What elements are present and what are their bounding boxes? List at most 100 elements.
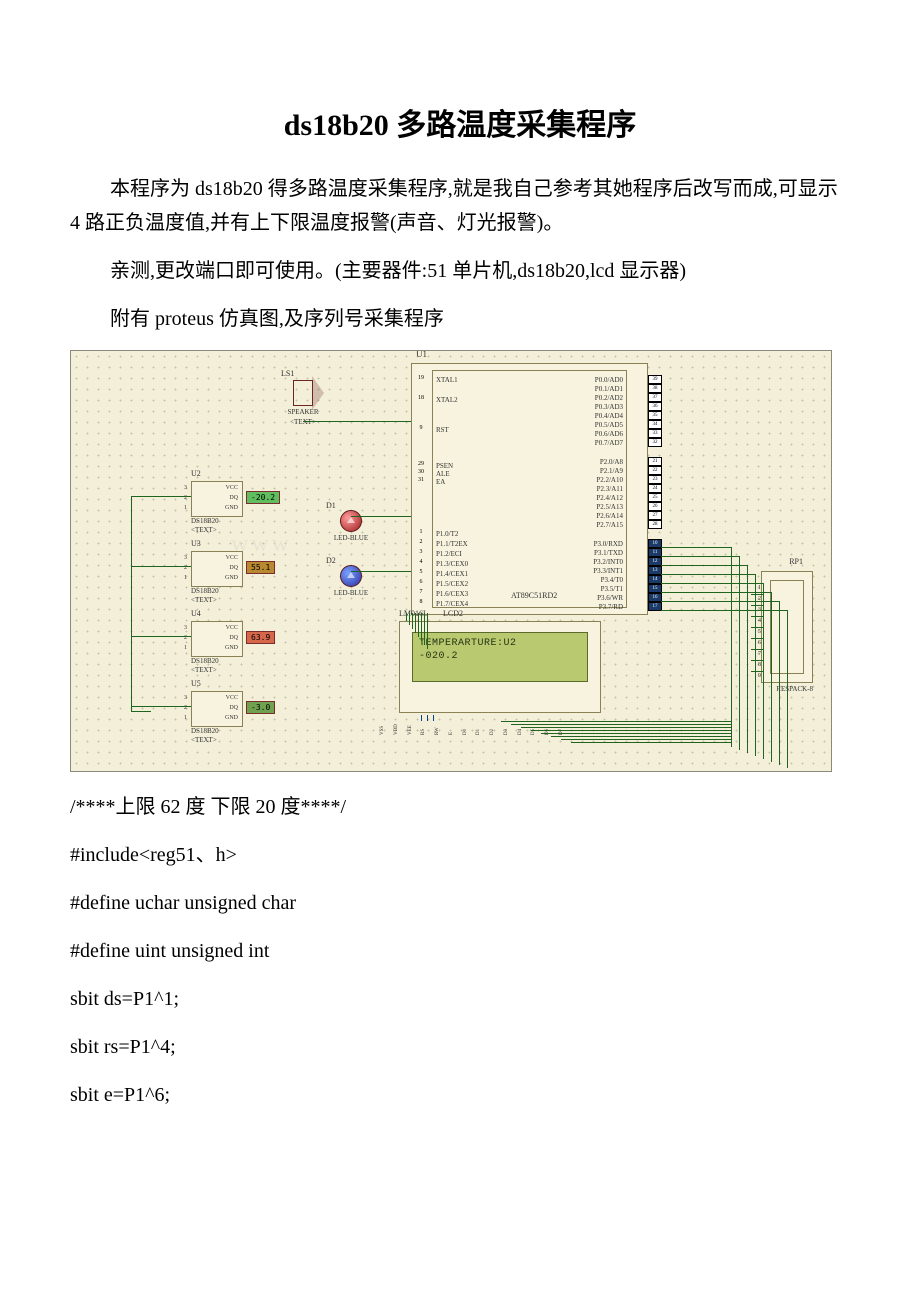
- mcu-pin-left: XTAL1: [436, 376, 458, 384]
- intro-para-3: 附有 proteus 仿真图,及序列号采集程序: [70, 302, 850, 336]
- wire: [351, 516, 411, 517]
- wire: [521, 727, 731, 728]
- mcu-pin-right: P0.4/AD4: [595, 412, 623, 420]
- wire: [427, 613, 428, 649]
- lcd-name: LCD2: [443, 609, 463, 618]
- wire: [131, 496, 132, 711]
- sensor-ref: U5: [191, 679, 201, 688]
- wire: [151, 566, 191, 567]
- wire: [571, 742, 731, 743]
- wire: [661, 583, 763, 584]
- wire: [661, 565, 747, 566]
- led-d2-ref: D2: [326, 556, 376, 565]
- rp-pins: 123456789: [758, 583, 761, 682]
- wire: [415, 613, 416, 633]
- wire: [151, 636, 191, 637]
- code-line: sbit ds=P1^1;: [70, 982, 850, 1016]
- lcd-component: TEMPERARTURE:U2 -020.2 VSSVDDVEERSRWED0D…: [399, 621, 601, 713]
- wire: [751, 583, 763, 584]
- wire: [779, 601, 780, 765]
- lcd-line2: -020.2: [419, 650, 581, 663]
- wire: [751, 627, 763, 628]
- mcu-pin-left: RST: [436, 426, 449, 434]
- wire: [151, 636, 152, 637]
- intro-para-1: 本程序为 ds18b20 得多路温度采集程序,就是我自己参考其她程序后改写而成,…: [70, 172, 850, 240]
- wire: [409, 613, 410, 625]
- rp-ref: RP1: [789, 557, 803, 566]
- sensor-value: -3.0: [246, 701, 275, 714]
- watermark: www: [231, 531, 292, 558]
- wire: [351, 571, 411, 572]
- code-line: #define uint unsigned int: [70, 934, 850, 968]
- wire: [751, 638, 763, 639]
- wire: [731, 547, 732, 747]
- wire: [427, 715, 428, 721]
- mcu-pin-left: PSEN: [436, 462, 453, 470]
- mcu-pin-right: P2.4/A12: [596, 494, 623, 502]
- wire: [501, 721, 731, 722]
- sensor-value: 63.9: [246, 631, 275, 644]
- wire: [747, 565, 748, 753]
- mcu-pin-right: P2.5/A13: [596, 503, 623, 511]
- sensor-name: DS18B20: [191, 587, 219, 595]
- wire: [739, 556, 740, 750]
- sensor-u2: U2 VCC DQ GND 3 2 1 -20.2 DS18B20 <TEXT>: [191, 481, 311, 521]
- sensor-value: 55.1: [246, 561, 275, 574]
- code-line: #include<reg51、h>: [70, 838, 850, 872]
- code-line: /****上限 62 度 下限 20 度****/: [70, 790, 850, 824]
- wire: [561, 739, 731, 740]
- wire: [412, 613, 413, 629]
- mcu-pin-right: P3.4/T0: [601, 576, 623, 584]
- mcu-pin-left: P1.3/CEX0: [436, 560, 468, 568]
- sensor-name: DS18B20: [191, 727, 219, 735]
- mcu-pin-left: P1.4/CEX1: [436, 570, 468, 578]
- sensor-ref: U4: [191, 609, 201, 618]
- wire: [511, 724, 731, 725]
- wire: [421, 613, 422, 641]
- mcu-pin-right: P2.3/A11: [597, 485, 623, 493]
- mcu-pin-right: P0.0/AD0: [595, 376, 623, 384]
- mcu-pin-left: XTAL2: [436, 396, 458, 404]
- mcu-pin-right: P3.5/T1: [601, 585, 623, 593]
- wire: [551, 736, 731, 737]
- intro-para-2: 亲测,更改端口即可使用。(主要器件:51 单片机,ds18b20,lcd 显示器…: [70, 254, 850, 288]
- led-d2: D2 LED-BLUE: [326, 556, 376, 596]
- wire: [151, 496, 191, 497]
- mcu-pin-right: P0.3/AD3: [595, 403, 623, 411]
- led-d1: D1 LED-BLUE: [326, 501, 376, 541]
- mcu-pin-left: P1.1/T2EX: [436, 540, 468, 548]
- wire: [418, 613, 419, 637]
- wire: [151, 706, 191, 707]
- sensor-u4: U4 VCC DQ GND 3 2 1 63.9 DS18B20 <TEXT>: [191, 621, 311, 661]
- mcu-pin-left: ALE: [436, 470, 450, 478]
- wire: [751, 660, 763, 661]
- wire: [751, 605, 763, 606]
- wire: [661, 574, 755, 575]
- wire: [541, 733, 731, 734]
- speaker-component: LS1 SPEAKER <TEXT>: [281, 369, 325, 423]
- code-line: #define uchar unsigned char: [70, 886, 850, 920]
- mcu-pin-right: P3.3/INT1: [593, 567, 623, 575]
- mcu-pin-left: P1.6/CEX3: [436, 590, 468, 598]
- wire: [151, 706, 152, 707]
- mcu-pin-right: P0.2/AD2: [595, 394, 623, 402]
- code-line: sbit rs=P1^4;: [70, 1030, 850, 1064]
- wire: [787, 610, 788, 768]
- led-d1-ref: D1: [326, 501, 376, 510]
- lcd-line1: TEMPERARTURE:U2: [419, 637, 581, 650]
- sensor-name: DS18B20: [191, 657, 219, 665]
- page-title: ds18b20 多路温度采集程序: [70, 100, 850, 144]
- speaker-icon: [293, 380, 313, 406]
- wire: [433, 715, 434, 721]
- mcu-pin-right: P3.2/INT0: [593, 558, 623, 566]
- wire: [661, 592, 771, 593]
- mcu-pin-right: P2.2/A10: [596, 476, 623, 484]
- mcu-pin-right: P0.7/AD7: [595, 439, 623, 447]
- wire: [751, 671, 763, 672]
- mcu-pin-right: P0.5/AD5: [595, 421, 623, 429]
- wire: [771, 592, 772, 762]
- wire: [131, 711, 151, 712]
- mcu-pin-left: P1.0/T2: [436, 530, 458, 538]
- mcu-pin-right: P2.0/A8: [600, 458, 623, 466]
- sensor-value: -20.2: [246, 491, 280, 504]
